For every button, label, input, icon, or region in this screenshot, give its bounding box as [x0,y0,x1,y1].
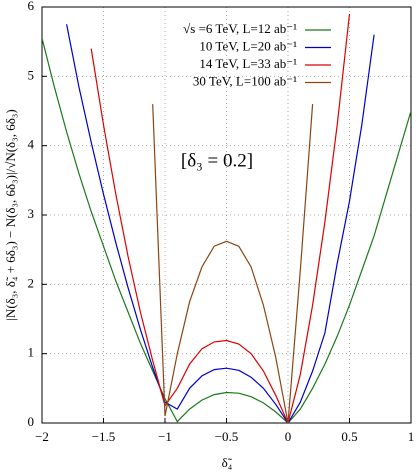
legend-label: √s =6 TeV, L=12 ab⁻¹ [183,21,297,36]
y-axis-label: |N(δ₃, δ̃₄ + 6δ₃) − N(δ₃, 6δ₃)|/√N(δ₃, 6… [3,109,18,320]
x-tick-label: 0.5 [341,429,357,444]
x-tick-label: −2 [35,429,49,444]
legend-label: 14 TeV, L=33 ab⁻¹ [199,56,297,71]
series-line [152,104,314,423]
legend-label: 30 TeV, L=100 ab⁻¹ [193,73,297,88]
y-tick-label: 4 [28,137,35,152]
series-line [90,13,351,423]
series-line [66,24,375,423]
y-tick-label: 3 [28,206,35,221]
x-tick-label: −1 [158,429,172,444]
x-tick-label: 0 [285,429,292,444]
y-tick-label: 2 [28,275,35,290]
y-tick-label: 0 [28,414,35,429]
x-tick-label: −1.5 [92,429,116,444]
legend-label: 10 TeV, L=20 ab⁻¹ [199,38,297,53]
annotation: [δ₃ = 0.2] [181,150,253,171]
x-axis-label: δ̃₄ [222,455,233,470]
series-line [42,38,411,423]
y-tick-label: 5 [28,67,35,82]
y-tick-label: 6 [28,0,35,13]
x-tick-label: −0.5 [215,429,239,444]
x-tick-label: 1 [408,429,415,444]
plot-frame [41,6,412,424]
y-tick-label: 1 [28,345,35,360]
